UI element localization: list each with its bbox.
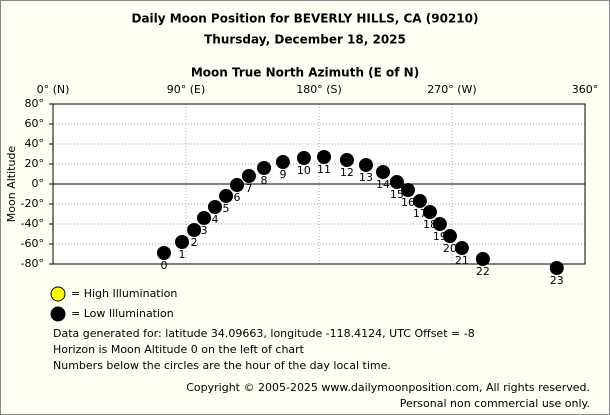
moon-point [358,158,373,172]
moon-point [229,178,244,192]
y-tick-label: -60° [21,237,44,250]
moon-point [412,194,427,208]
x-tick-label: 360° [572,83,599,96]
moon-point [432,217,447,231]
moon-point [296,151,311,165]
hour-label: 19 [433,230,447,243]
moon-point [207,200,222,214]
legend-marker [50,286,66,302]
hour-label: 14 [376,178,390,191]
x-tick-label: 90° (E) [167,83,206,96]
hour-label: 10 [297,164,311,177]
copyright: Personal non commercial use only. [400,397,590,410]
y-tick-label: 20° [25,157,45,170]
moon-point [317,150,332,164]
y-tick-label: -80° [21,257,44,270]
legend-label: = High Illumination [71,287,177,300]
moon-point [275,155,290,169]
hour-label: 0 [160,259,167,272]
chart-title: Daily Moon Position for BEVERLY HILLS, C… [132,12,479,26]
y-tick-label: -40° [21,217,44,230]
moon-point [475,252,490,266]
moon-point [219,189,234,203]
x-tick-label: 270° (W) [427,83,476,96]
moon-point [422,205,437,219]
legend-label: = Low Illumination [71,307,174,320]
hour-label: 21 [455,254,469,267]
hour-label: 12 [340,166,354,179]
moon-point [241,169,256,183]
hour-label: 8 [261,174,268,187]
moon-point [257,161,272,175]
hour-label: 3 [201,224,208,237]
x-axis-title: Moon True North Azimuth (E of N) [191,66,419,80]
hour-label: 15 [390,188,404,201]
hour-label: 23 [550,274,564,287]
hour-label: 1 [179,248,186,261]
x-tick-label: 0° (N) [37,83,70,96]
hour-label: 20 [443,242,457,255]
y-tick-label: 80° [25,97,45,110]
hour-label: 9 [279,168,286,181]
moon-point [400,183,415,197]
note: Data generated for: latitude 34.09663, l… [53,327,475,340]
hour-label: 4 [211,213,218,226]
hour-label: 22 [476,265,490,278]
note: Numbers below the circles are the hour o… [53,359,391,372]
moon-point [175,235,190,249]
plot-frame [52,103,586,265]
y-tick-label: -20° [21,197,44,210]
hour-label: 6 [233,191,240,204]
hour-label: 2 [191,236,198,249]
y-tick-label: 60° [25,117,45,130]
hour-label: 16 [401,196,415,209]
moon-point [187,223,202,237]
hour-label: 5 [223,202,230,215]
legend-marker [50,306,66,322]
hour-label: 13 [359,171,373,184]
hour-label: 11 [317,163,331,176]
moon-point [339,153,354,167]
y-axis-title: Moon Altitude [5,146,18,223]
moon-point [454,241,469,255]
hour-label: 7 [245,182,252,195]
copyright: Copyright © 2005-2025 www.dailymoonposit… [186,381,590,394]
y-tick-label: 40° [25,137,45,150]
chart-subtitle: Thursday, December 18, 2025 [204,33,406,47]
moon-point [549,261,564,275]
y-tick-label: 0° [32,177,45,190]
moon-point [375,165,390,179]
moon-point [156,246,171,260]
note: Horizon is Moon Altitude 0 on the left o… [53,343,305,356]
moon-point [197,211,212,225]
moon-point [389,175,404,189]
moon-point [442,229,457,243]
x-tick-label: 180° (S) [296,83,342,96]
